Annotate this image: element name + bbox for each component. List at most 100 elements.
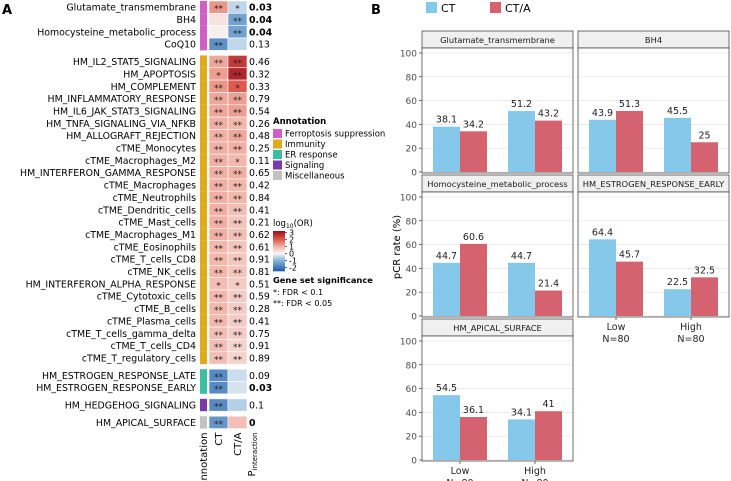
annotation-cell — [200, 240, 207, 253]
color-legend-segment — [273, 266, 285, 268]
row-label: cTME_Plasma_cells — [107, 316, 196, 327]
legend-label-misc: Miscellaneous — [285, 172, 345, 182]
significance-mark: ** — [214, 84, 224, 94]
bar-value-label: 43.2 — [538, 109, 559, 120]
bar-ct — [589, 239, 616, 316]
significance-mark: ** — [214, 385, 224, 395]
bar-value-label: 36.1 — [463, 405, 484, 416]
heatmap-cell — [227, 415, 248, 429]
significance-mark: ** — [233, 257, 243, 267]
significance-mark: ** — [233, 207, 243, 217]
annotation-cell — [200, 13, 207, 26]
p-interaction-value: 0.42 — [249, 181, 270, 192]
y-tick-label: 20 — [406, 289, 418, 299]
significance-mark: ** — [214, 343, 224, 353]
significance-mark: * — [235, 84, 240, 94]
annotation-cell — [200, 191, 207, 204]
annotation-cell — [200, 381, 207, 394]
bar-ct — [508, 419, 535, 460]
p-interaction-value: 0 — [249, 418, 256, 429]
bar-cta — [535, 290, 562, 316]
significance-mark: ** — [233, 195, 243, 205]
color-legend-segment — [273, 233, 285, 235]
legend-label-ferroptosis: Ferroptosis suppression — [285, 130, 385, 140]
significance-legend-item: **: FDR < 0.05 — [273, 299, 332, 308]
significance-mark: * — [235, 5, 240, 15]
significance-mark: ** — [233, 170, 243, 180]
column-label: CT/A — [233, 432, 244, 455]
facet-3: HM_ESTROGEN_RESPONSE_EARLY 64.4 22.5 45.7 32… — [577, 174, 730, 345]
annotation-cell — [200, 55, 207, 68]
significance-mark: ** — [214, 133, 224, 143]
p-interaction-value: 0.04 — [249, 15, 273, 26]
bar-cta — [616, 110, 643, 172]
row-label: HM_COMPLEMENT — [111, 82, 197, 93]
x-tick-label: Low — [607, 322, 626, 333]
legend-label-cta: CT/A — [505, 2, 531, 15]
color-legend-segment — [273, 244, 285, 246]
significance-mark: ** — [214, 121, 224, 131]
significance-mark: ** — [233, 220, 243, 230]
facet-4: HM_APICAL_SURFACE 0 20 40 60 80 100 54.5 34.1 36.… — [400, 318, 574, 481]
significance-mark: ** — [233, 294, 243, 304]
significance-mark: * — [216, 71, 221, 81]
panel-a-label: A — [2, 3, 12, 18]
y-axis-label: pCR rate (%) — [392, 215, 403, 279]
facet-2: Homocysteine_metabolic_process 0 20 40 60 80 1… — [400, 174, 574, 323]
legend-swatch-ferroptosis — [273, 129, 282, 138]
x-tick-label: High — [524, 466, 546, 477]
color-legend-segment — [273, 239, 285, 241]
color-legend-title-sub: 10 — [286, 223, 294, 230]
row-label: HM_APICAL_SURFACE — [96, 418, 196, 429]
row-label: HM_IL2_STAT5_SIGNALING — [73, 57, 196, 68]
heatmap-cell — [227, 368, 248, 382]
y-tick-label: 60 — [406, 385, 418, 395]
bar-value-label: 22.5 — [667, 277, 688, 288]
row-label: cTME_Cytotoxic_cells — [97, 292, 196, 303]
p-interaction-header: Pinteraction — [247, 433, 259, 477]
legend-label-signaling: Signaling — [285, 161, 324, 171]
row-label: cTME_NK_cells — [128, 267, 197, 278]
legend-swatch-misc — [273, 171, 282, 180]
color-legend-segment — [273, 261, 285, 263]
annotation-cell — [200, 277, 207, 291]
significance-mark: ** — [233, 183, 243, 193]
bar-cta — [460, 243, 487, 316]
bar-ct — [433, 395, 460, 460]
annotation-cell — [200, 339, 207, 352]
p-interaction-value: 0.1 — [249, 401, 264, 412]
p-interaction-value: 0.13 — [249, 40, 270, 51]
color-legend-segment — [273, 260, 285, 262]
legend-swatch-er — [273, 150, 282, 159]
significance-mark: ** — [214, 170, 224, 180]
bar-ct — [508, 262, 535, 316]
x-tick-n-label: N=80 — [602, 334, 629, 345]
color-legend-tick-label: 1 — [289, 242, 294, 251]
annotation-cell — [200, 154, 207, 167]
significance-mark: ** — [214, 158, 224, 168]
significance-mark: ** — [233, 343, 243, 353]
row-label: cTME_Monocytes — [116, 144, 196, 155]
significance-mark: ** — [233, 108, 243, 118]
color-legend-segment — [273, 236, 285, 238]
bar-value-label: 43.9 — [592, 108, 613, 119]
heatmap-cell — [208, 13, 229, 27]
color-legend-title-main: log — [273, 219, 286, 229]
bar-value-label: 21.4 — [538, 279, 559, 290]
p-interaction-value: 0.54 — [249, 106, 270, 117]
p-interaction-value: 0.79 — [249, 94, 270, 105]
color-legend-tick-label: -1 — [289, 256, 297, 265]
y-tick-label: 60 — [406, 97, 418, 107]
significance-mark: ** — [233, 96, 243, 106]
significance-mark: ** — [214, 420, 224, 430]
color-legend-segment — [273, 235, 285, 237]
significance-mark: ** — [233, 306, 243, 316]
color-legend-segment — [273, 243, 285, 245]
panel-b: B CT CT/A pCR rate (%) Glutamate_transmembr… — [371, 2, 730, 481]
annotation-cell — [200, 67, 207, 81]
row-label: HM_IL6_JAK_STAT3_SIGNALING — [53, 106, 196, 117]
legend-label-immunity: Immunity — [285, 140, 326, 150]
color-legend-segment — [273, 240, 285, 242]
row-label: cTME_B_cells — [134, 304, 196, 315]
legend-swatch-signaling — [273, 160, 282, 170]
